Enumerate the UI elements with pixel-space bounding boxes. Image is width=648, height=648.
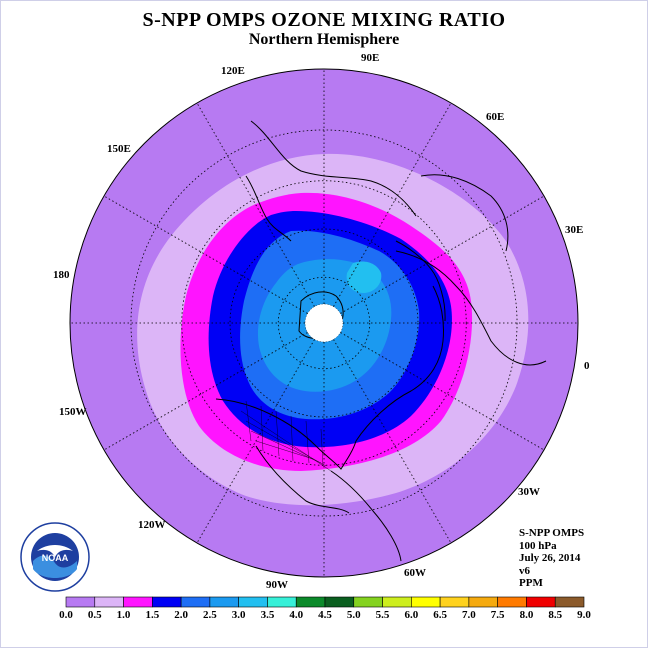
colorbar-swatch-9 (324, 596, 355, 608)
coastlines (215, 120, 547, 562)
longitude-line-4 (340, 332, 545, 451)
colorbar-tick-label: 2.5 (203, 609, 217, 621)
info-block: S-NPP OMPS 100 hPa July 26, 2014 v6 PPM (519, 527, 584, 590)
longitude-line-2 (340, 195, 545, 314)
lon-label-60e: 60E (486, 111, 505, 123)
colorbar-swatch-12 (411, 596, 441, 608)
colorbar-swatch-14 (468, 596, 498, 608)
lon-label-0: 0 (584, 360, 590, 372)
colorbar-tick-label: 0.0 (59, 609, 73, 621)
lon-label-150w: 150W (59, 406, 87, 418)
colorbar-swatch-17 (554, 596, 585, 608)
longitude-line-5 (333, 339, 452, 544)
colorbar-swatch-3 (152, 596, 182, 608)
colorbar-tick-label: 2.0 (174, 609, 188, 621)
latitude-circle-4 (130, 129, 518, 517)
graticule (70, 69, 578, 577)
latitude-circle-3 (181, 180, 467, 466)
us-grid (240, 400, 332, 472)
colorbar-swatch-8 (295, 596, 326, 608)
colorbar-swatch-16 (526, 596, 556, 608)
latitude-circle-2 (229, 228, 419, 418)
colorbar-swatch-10 (353, 596, 383, 608)
longitude-line-1 (333, 102, 452, 307)
colorbar-tick-label: 3.0 (231, 609, 246, 621)
colorbar-tick-label: 3.5 (260, 609, 275, 621)
info-date: July 26, 2014 (519, 552, 581, 564)
noaa-logo-text: NOAA (42, 553, 69, 563)
lon-label-120e: 120E (221, 65, 245, 77)
noaa-logo: NOAA (20, 522, 90, 592)
info-version: v6 (519, 564, 530, 577)
colorbar-tick-label: 4.5 (318, 609, 332, 621)
colorbar-tick-label: 0.5 (87, 609, 102, 621)
colorbar-tick-label: 6.0 (404, 609, 419, 621)
colorbar-tick-label: 5.5 (375, 609, 390, 621)
longitude-line-10 (103, 195, 308, 314)
colorbar-swatch-5 (209, 596, 239, 608)
colorbar-tick-label: 5.0 (346, 609, 361, 621)
longitude-line-11 (196, 102, 315, 307)
lon-label-180: 180 (53, 269, 70, 281)
colorbar-swatch-7 (267, 596, 297, 608)
band-3.0-3.5 (346, 261, 382, 293)
colorbar-tick-label: 9.0 (577, 609, 591, 621)
info-units: PPM (519, 577, 543, 589)
colorbar-tick-label: 8.0 (519, 609, 534, 621)
map-boundary (69, 68, 579, 578)
colorbar-tick-label: 4.0 (289, 609, 304, 621)
colorbar-swatch-13 (439, 596, 470, 608)
lon-label-60w: 60W (404, 567, 426, 579)
colorbar-swatch-11 (382, 596, 412, 608)
lon-label-30e: 30E (565, 224, 584, 236)
info-level: 100 hPa (519, 539, 557, 552)
colorbar-tick-label: 8.5 (548, 609, 563, 621)
lon-label-150e: 150E (107, 143, 131, 155)
colorbar-swatch-6 (238, 596, 268, 608)
latitude-circle-1 (277, 276, 371, 370)
longitude-line-7 (196, 339, 315, 544)
colorbar-swatch-2 (123, 596, 153, 608)
colorbar-tick-label: 7.5 (490, 609, 505, 621)
colorbar-tick-label: 1.5 (145, 609, 160, 621)
info-product: S-NPP OMPS (519, 527, 585, 539)
lon-label-120w: 120W (138, 519, 166, 531)
lon-label-30w: 30W (518, 486, 540, 498)
page-title: S-NPP OMPS OZONE MIXING RATIO (142, 9, 506, 31)
colorbar-swatch-0 (65, 596, 96, 608)
colorbar-tick-label: 1.0 (116, 609, 131, 621)
longitude-line-8 (103, 332, 308, 451)
lon-label-90e: 90E (361, 52, 380, 64)
page-subtitle: Northern Hemisphere (248, 31, 400, 48)
colorbar-swatch-1 (94, 596, 124, 608)
lon-label-90w: 90W (266, 579, 288, 591)
colorbar-tick-label: 7.0 (462, 609, 476, 621)
colorbar-swatch-4 (180, 596, 211, 608)
colorbar-swatch-15 (497, 596, 527, 608)
colorbar-tick-label: 6.5 (433, 609, 447, 621)
